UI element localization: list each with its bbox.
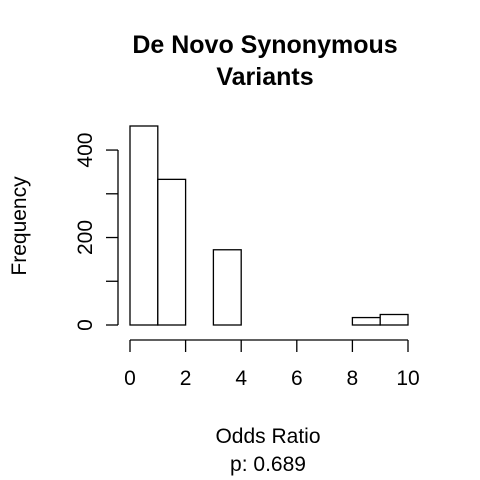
x-tick-label-2: 4 — [235, 367, 247, 390]
y-tick-label-1: 200 — [74, 220, 97, 255]
histogram-bar-1 — [157, 178, 187, 326]
y-tick-label-2: 400 — [74, 133, 97, 168]
x-tick-label-5: 10 — [396, 367, 419, 390]
x-tick-label-4: 8 — [347, 367, 359, 390]
chart-title-line-2: Variants — [216, 63, 313, 91]
histogram-bar-3 — [212, 249, 242, 326]
x-tick-label-3: 6 — [291, 367, 303, 390]
y-axis-label: Frequency — [8, 176, 31, 276]
y-axis: 0 200 400 — [74, 133, 119, 331]
histogram-bar-9 — [379, 313, 409, 326]
y-tick-label-0: 0 — [74, 319, 97, 331]
histogram-bars — [129, 125, 409, 326]
x-axis-label: Odds Ratio — [215, 425, 320, 448]
p-value-subtitle: p: 0.689 — [230, 453, 306, 476]
chart-title-line-1: De Novo Synonymous — [132, 31, 397, 59]
x-tick-label-0: 0 — [124, 367, 136, 390]
histogram-bar-0 — [129, 125, 159, 326]
histogram-bar-8 — [351, 316, 381, 326]
x-tick-label-1: 2 — [180, 367, 192, 390]
x-axis: 0 2 4 6 8 10 — [124, 339, 420, 390]
